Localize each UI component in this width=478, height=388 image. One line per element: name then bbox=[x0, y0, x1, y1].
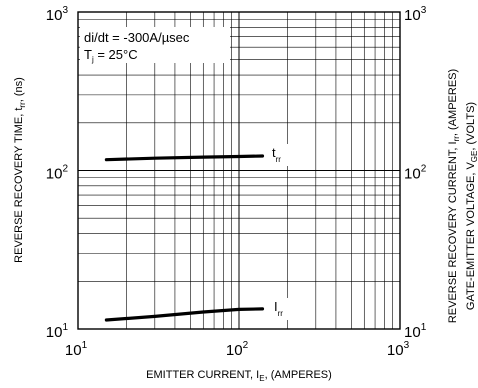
x-tick-label: 103 bbox=[387, 340, 410, 359]
x-axis-label: EMITTER CURRENT, IE, (AMPERES) bbox=[146, 369, 332, 383]
y-right-axis-label: REVERSE RECOVERY CURRENT, Irr, (AMPERES) bbox=[447, 69, 461, 323]
svg-text:trr: trr bbox=[272, 145, 281, 164]
annotation-box: di/dt = -300A/µsec Tj = 25°C bbox=[80, 27, 230, 64]
y-right-axis-label-2: GATE-EMITTER VOLTAGE, VGE, (VOLTS) bbox=[465, 102, 478, 310]
x-tick-label: 101 bbox=[65, 340, 88, 359]
y-left-axis-label: REVERSE RECOVERY TIME, trr, (ns) bbox=[13, 77, 27, 263]
series-label-irr: Irr bbox=[268, 298, 300, 320]
svg-text:Irr: Irr bbox=[274, 299, 283, 318]
plot-frame bbox=[77, 11, 401, 330]
y-right-tick-label: 103 bbox=[404, 5, 427, 24]
y-left-tick-label: 103 bbox=[46, 5, 69, 24]
grid bbox=[78, 12, 400, 329]
x-tick-label: 102 bbox=[226, 340, 249, 359]
y-left-tick-label: 101 bbox=[46, 322, 69, 341]
y-right-tick-label: 101 bbox=[404, 322, 427, 341]
series-label-trr: trr bbox=[268, 144, 300, 166]
series-group bbox=[104, 154, 265, 322]
y-left-tick-label: 102 bbox=[46, 164, 69, 183]
y-right-tick-label: 102 bbox=[404, 164, 427, 183]
series-line-trr bbox=[104, 154, 265, 162]
series-line-Irr bbox=[104, 307, 265, 322]
annotation-tj: Tj = 25°C bbox=[84, 47, 138, 64]
annotation-didt: di/dt = -300A/µsec bbox=[84, 30, 190, 45]
